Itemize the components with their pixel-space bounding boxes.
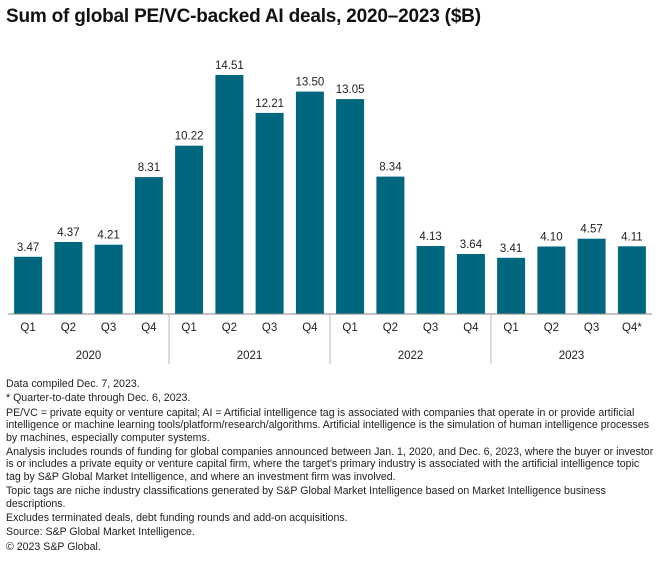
value-label-15: 4.11 (621, 231, 643, 243)
note-exclusions: Excludes terminated deals, debt funding … (6, 512, 348, 525)
footnotes: Data compiled Dec. 7, 2023. * Quarter-to… (6, 378, 656, 555)
bar-10 (416, 246, 445, 314)
bar-5 (215, 75, 244, 314)
note-topic-tags: Topic tags are niche industry classifica… (6, 485, 606, 510)
note-copyright: © 2023 S&P Global. (6, 540, 101, 553)
bar-3 (134, 177, 163, 314)
x-tick-label-15: Q4* (622, 322, 642, 334)
value-label-4: 10.22 (175, 131, 204, 143)
x-tick-label-9: Q2 (383, 322, 398, 334)
bar-13 (537, 246, 566, 314)
bar-11 (456, 254, 485, 314)
bar-7 (295, 91, 324, 314)
value-label-0: 3.47 (17, 242, 39, 254)
value-label-14: 4.57 (580, 224, 602, 236)
group-label-2021: 2021 (237, 350, 263, 362)
x-tick-label-5: Q2 (222, 322, 237, 334)
note-source: Source: S&P Global Market Intelligence. (6, 526, 195, 539)
bar-0 (14, 256, 43, 314)
group-label-2020: 2020 (76, 350, 102, 362)
value-label-3: 8.31 (138, 162, 160, 174)
group-label-group: 2020 2021 2022 2023 (76, 350, 585, 362)
x-tick-label-12: Q1 (503, 322, 518, 334)
bar-1 (54, 242, 83, 314)
value-label-9: 8.34 (379, 162, 402, 174)
x-tick-label-11: Q4 (463, 322, 479, 334)
bar-6 (255, 112, 284, 315)
value-label-11: 3.64 (460, 239, 483, 251)
value-label-12: 3.41 (500, 243, 522, 255)
x-tick-label-6: Q3 (262, 322, 277, 334)
note-compiled: Data compiled Dec. 7, 2023. (6, 378, 140, 390)
bar-12 (497, 257, 526, 314)
value-label-5: 14.51 (215, 60, 244, 72)
bar-4 (175, 145, 204, 314)
x-tick-label-13: Q2 (544, 322, 559, 334)
x-tick-label-group: Q1 Q2 Q3 Q4 Q1 Q2 Q3 Q4 Q1 Q2 Q3 Q4 Q1 Q2 Q3 Q4* (20, 322, 642, 334)
note-analysis: Analysis includes rounds of funding for … (6, 446, 654, 483)
x-tick-label-2: Q3 (101, 322, 116, 334)
x-tick-label-0: Q1 (20, 322, 35, 334)
chart-title: Sum of global PE/VC-backed AI deals, 202… (6, 6, 481, 27)
bar-9 (376, 176, 405, 314)
note-qtd: * Quarter-to-date through Dec. 6, 2023. (6, 392, 191, 405)
x-tick-label-3: Q4 (141, 322, 157, 334)
x-tick-label-10: Q3 (423, 322, 438, 334)
x-tick-label-4: Q1 (181, 322, 196, 334)
note-definitions: PE/VC = private equity or venture capita… (6, 406, 650, 444)
x-tick-label-8: Q1 (342, 322, 357, 334)
bar-chart: 3.47 4.37 4.21 8.31 10.22 14.51 12.21 13.50 13.0… (8, 60, 652, 364)
value-label-group: 3.47 4.37 4.21 8.31 10.22 14.51 12.21 13.50 13.0… (17, 60, 643, 255)
value-label-8: 13.05 (336, 84, 365, 96)
value-label-6: 12.21 (255, 98, 284, 110)
bar-15 (617, 246, 646, 314)
bar-2 (94, 244, 123, 314)
group-separator-group (168, 314, 492, 364)
bar-8 (336, 99, 365, 314)
bar-group (14, 75, 646, 315)
bar-14 (577, 238, 606, 314)
group-label-2023: 2023 (559, 350, 585, 362)
value-label-2: 4.21 (97, 230, 119, 242)
value-label-13: 4.10 (540, 232, 562, 244)
value-label-1: 4.37 (57, 227, 79, 239)
value-label-7: 13.50 (296, 77, 325, 89)
x-tick-label-1: Q2 (61, 322, 76, 334)
value-label-10: 4.13 (419, 231, 441, 243)
x-tick-label-14: Q3 (584, 322, 599, 334)
group-label-2022: 2022 (398, 350, 424, 362)
x-tick-label-7: Q4 (302, 322, 318, 334)
